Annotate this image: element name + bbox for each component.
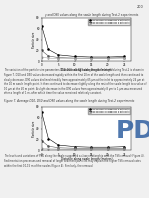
Y-axis label: Particle size: Particle size xyxy=(32,121,36,137)
D50 microns average for 3 data sets xyxy=(47,145,49,147)
D10 microns average for 3 data sets xyxy=(107,56,109,58)
D90 microns average for 3 data sets xyxy=(41,147,43,149)
D50 microns average for 3 data sets xyxy=(74,147,76,149)
D50 microns average for 3 data sets xyxy=(124,56,125,59)
D90 microns average for 3 data sets xyxy=(90,57,92,60)
D10 microns average for 3 data sets xyxy=(107,146,109,148)
Line: D50 microns average for 3 data sets: D50 microns average for 3 data sets xyxy=(41,140,125,149)
D50 microns average for 3 data sets xyxy=(107,57,109,59)
D50 microns average for 3 data sets xyxy=(41,49,43,52)
D90 microns average for 3 data sets xyxy=(107,57,109,60)
D10 microns average for 3 data sets xyxy=(124,55,125,58)
Line: D10 microns average for 3 data sets: D10 microns average for 3 data sets xyxy=(41,112,125,148)
D90 microns average for 3 data sets xyxy=(47,148,49,150)
D50 microns average for 3 data sets xyxy=(57,56,59,59)
Text: Figure 7. Average D10, D50 and D90 values along the swale length during Test-2 e: Figure 7. Average D10, D50 and D90 value… xyxy=(4,99,135,103)
D10 microns average for 3 data sets xyxy=(57,144,59,146)
Text: The levels and variations of PSD along the swale suggested a close relationship : The levels and variations of PSD along t… xyxy=(4,154,145,168)
D50 microns average for 3 data sets xyxy=(57,147,59,149)
D50 microns average for 3 data sets xyxy=(124,147,125,149)
D90 microns average for 3 data sets xyxy=(57,57,59,60)
D10 microns average for 3 data sets xyxy=(124,146,125,148)
D50 microns average for 3 data sets xyxy=(41,139,43,142)
D90 microns average for 3 data sets xyxy=(74,57,76,60)
Text: 200: 200 xyxy=(136,5,143,9)
D50 microns average for 3 data sets xyxy=(74,57,76,59)
D50 microns average for 3 data sets xyxy=(90,147,92,149)
Line: D50 microns average for 3 data sets: D50 microns average for 3 data sets xyxy=(41,50,125,59)
X-axis label: Distance along swale length (meters): Distance along swale length (meters) xyxy=(61,157,112,161)
D90 microns average for 3 data sets xyxy=(47,57,49,59)
Line: D90 microns average for 3 data sets: D90 microns average for 3 data sets xyxy=(41,148,125,150)
D10 microns average for 3 data sets xyxy=(47,48,49,50)
D90 microns average for 3 data sets xyxy=(107,148,109,150)
Text: PDF: PDF xyxy=(116,119,149,143)
Line: D10 microns average for 3 data sets: D10 microns average for 3 data sets xyxy=(41,25,125,58)
D50 microns average for 3 data sets xyxy=(47,55,49,57)
D10 microns average for 3 data sets xyxy=(47,137,49,140)
D10 microns average for 3 data sets xyxy=(41,25,43,27)
Line: D90 microns average for 3 data sets: D90 microns average for 3 data sets xyxy=(41,56,125,59)
D10 microns average for 3 data sets xyxy=(90,146,92,148)
Legend: D10 microns average for 3 data sets, D50 microns average for 3 data sets, D90 mi: D10 microns average for 3 data sets, D50… xyxy=(88,108,130,114)
D50 microns average for 3 data sets xyxy=(90,57,92,59)
D90 microns average for 3 data sets xyxy=(57,148,59,150)
D10 microns average for 3 data sets xyxy=(74,55,76,58)
D90 microns average for 3 data sets xyxy=(124,148,125,150)
Text: y and D90 values along the swale length during Test-2 experiments: y and D90 values along the swale length … xyxy=(45,13,138,17)
X-axis label: Distance along swale length (meters): Distance along swale length (meters) xyxy=(61,68,112,72)
D90 microns average for 3 data sets xyxy=(41,56,43,58)
D10 microns average for 3 data sets xyxy=(57,54,59,56)
D10 microns average for 3 data sets xyxy=(41,111,43,113)
D90 microns average for 3 data sets xyxy=(90,148,92,150)
D90 microns average for 3 data sets xyxy=(124,57,125,60)
Legend: D10 microns average for 3 data sets, D50 microns average for 3 data sets, D90 mi: D10 microns average for 3 data sets, D50… xyxy=(88,19,130,25)
Text: The variation of the particle size parameters D10, D50 and D90 along the swale l: The variation of the particle size param… xyxy=(4,68,147,95)
D90 microns average for 3 data sets xyxy=(74,148,76,150)
D10 microns average for 3 data sets xyxy=(74,146,76,148)
D10 microns average for 3 data sets xyxy=(90,56,92,58)
Y-axis label: Particle size: Particle size xyxy=(32,31,36,48)
D50 microns average for 3 data sets xyxy=(107,147,109,149)
